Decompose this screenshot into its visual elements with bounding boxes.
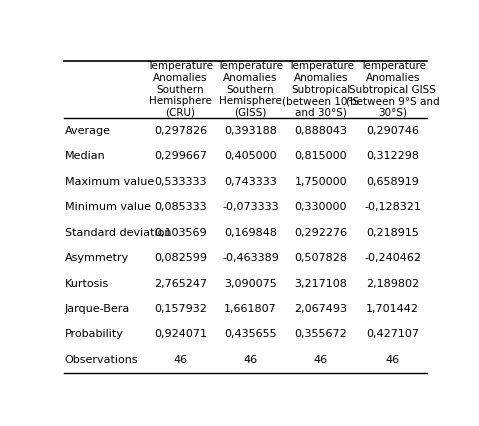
Text: 1,750000: 1,750000 bbox=[295, 177, 347, 187]
Text: 0,292276: 0,292276 bbox=[295, 228, 348, 238]
Text: -0,128321: -0,128321 bbox=[365, 202, 421, 212]
Text: 2,189802: 2,189802 bbox=[366, 279, 420, 288]
Text: 3,217108: 3,217108 bbox=[295, 279, 347, 288]
Text: Jarque-Bera: Jarque-Bera bbox=[65, 304, 130, 314]
Text: Average: Average bbox=[65, 126, 111, 136]
Text: 3,090075: 3,090075 bbox=[224, 279, 277, 288]
Text: Standard deviation: Standard deviation bbox=[65, 228, 171, 238]
Text: 0,157932: 0,157932 bbox=[154, 304, 207, 314]
Text: 46: 46 bbox=[243, 355, 258, 365]
Text: 0,533333: 0,533333 bbox=[154, 177, 207, 187]
Text: Temperature
Anomalies
Subtropical
(between 10°S
and 30°S): Temperature Anomalies Subtropical (betwe… bbox=[282, 61, 360, 118]
Text: 46: 46 bbox=[314, 355, 328, 365]
Text: 0,924071: 0,924071 bbox=[154, 329, 207, 340]
Text: 0,507828: 0,507828 bbox=[295, 253, 347, 263]
Text: -0,240462: -0,240462 bbox=[365, 253, 422, 263]
Text: 0,085333: 0,085333 bbox=[154, 202, 207, 212]
Text: Minimum value: Minimum value bbox=[65, 202, 151, 212]
Text: 2,765247: 2,765247 bbox=[154, 279, 207, 288]
Text: 0,312298: 0,312298 bbox=[366, 152, 419, 161]
Text: 0,218915: 0,218915 bbox=[366, 228, 419, 238]
Text: Asymmetry: Asymmetry bbox=[65, 253, 129, 263]
Text: 0,405000: 0,405000 bbox=[224, 152, 277, 161]
Text: 0,435655: 0,435655 bbox=[224, 329, 277, 340]
Text: 0,169848: 0,169848 bbox=[224, 228, 277, 238]
Text: 46: 46 bbox=[173, 355, 187, 365]
Text: 2,067493: 2,067493 bbox=[295, 304, 347, 314]
Text: Maximum value: Maximum value bbox=[65, 177, 154, 187]
Text: Temperature
Anomalies
Subtropical GISS
(between 9°S and
30°S): Temperature Anomalies Subtropical GISS (… bbox=[346, 61, 440, 118]
Text: 0,815000: 0,815000 bbox=[295, 152, 347, 161]
Text: 0,297826: 0,297826 bbox=[154, 126, 207, 136]
Text: Observations: Observations bbox=[65, 355, 138, 365]
Text: 0,299667: 0,299667 bbox=[154, 152, 207, 161]
Text: Temperature
Anomalies
Southern
Hemisphere
(GISS): Temperature Anomalies Southern Hemispher… bbox=[217, 61, 284, 118]
Text: 1,701442: 1,701442 bbox=[366, 304, 419, 314]
Text: Median: Median bbox=[65, 152, 105, 161]
Text: Kurtosis: Kurtosis bbox=[65, 279, 109, 288]
Text: 0,393188: 0,393188 bbox=[224, 126, 277, 136]
Text: -0,073333: -0,073333 bbox=[222, 202, 279, 212]
Text: -0,463389: -0,463389 bbox=[222, 253, 279, 263]
Text: 0,330000: 0,330000 bbox=[295, 202, 347, 212]
Text: 1,661807: 1,661807 bbox=[224, 304, 277, 314]
Text: 0,743333: 0,743333 bbox=[224, 177, 277, 187]
Text: 0,103569: 0,103569 bbox=[154, 228, 207, 238]
Text: 0,290746: 0,290746 bbox=[366, 126, 419, 136]
Text: 0,888043: 0,888043 bbox=[295, 126, 347, 136]
Text: Probability: Probability bbox=[65, 329, 124, 340]
Text: 0,082599: 0,082599 bbox=[154, 253, 207, 263]
Text: 0,658919: 0,658919 bbox=[366, 177, 419, 187]
Text: 0,355672: 0,355672 bbox=[295, 329, 347, 340]
Text: 46: 46 bbox=[386, 355, 400, 365]
Text: Temperature
Anomalies
Southern
Hemisphere
(CRU): Temperature Anomalies Southern Hemispher… bbox=[148, 61, 214, 118]
Text: 0,427107: 0,427107 bbox=[366, 329, 419, 340]
